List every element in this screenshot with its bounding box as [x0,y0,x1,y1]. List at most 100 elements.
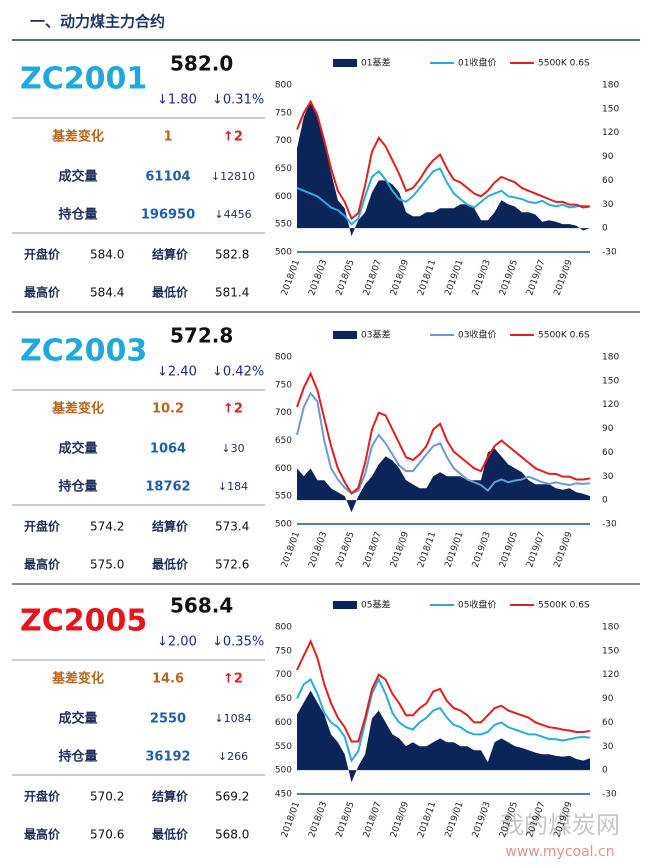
basis-area [297,448,590,513]
y-tick-label: 650 [275,164,292,174]
row-label: 成交量 [58,711,97,727]
price: 582.0 [170,52,233,76]
y2-tick-label: 60 [602,448,614,458]
x-tick-label: 2018/07 [362,800,384,839]
row-change: ↓4456 [214,208,251,221]
x-tick-label: 2019/07 [525,530,547,569]
legend-swatch [333,59,357,67]
x-tick-label: 2019/09 [553,530,575,569]
x-tick-label: 2019/05 [498,258,520,297]
row-change: ↓1084 [214,712,251,725]
y-tick-label: 600 [275,718,292,728]
row-value: 14.6 [152,672,184,687]
y2-tick-label: 30 [602,472,614,482]
change-pct: ↓0.42% [212,365,264,380]
row-value: 2550 [150,712,186,727]
price-label: 最低价 [152,827,189,842]
legend-label: 5500K 0.6S [538,59,590,69]
price-value: 582.8 [215,248,249,262]
y2-tick-label: 180 [602,353,619,363]
row-value: 196950 [141,208,195,223]
y2-tick-label: 120 [602,128,619,138]
price: 572.8 [170,324,233,348]
x-tick-label: 2018/07 [362,530,384,569]
y-tick-label: 450 [275,790,292,800]
row-change: ↑2 [223,402,243,417]
price-label: 结算价 [152,247,189,262]
row-change: ↑2 [223,130,243,145]
x-tick-label: 2018/03 [307,530,329,569]
price-value: 575.0 [90,558,124,572]
y2-tick-label: 0 [602,496,608,506]
y-tick-label: 600 [275,464,292,474]
row-change: ↓30 [221,442,244,455]
y-tick-label: 700 [275,136,292,146]
legend-label: 01收盘价 [458,57,496,69]
price-value: 581.4 [215,286,249,300]
y2-tick-label: 90 [602,424,614,434]
row-value: 36192 [145,750,190,765]
y2-tick-label: 150 [602,376,619,386]
price-value: 574.2 [90,520,124,534]
y-tick-label: 550 [275,492,292,502]
price-value: 570.2 [90,790,124,804]
row-label: 持仓量 [58,479,97,495]
price-value: 584.0 [90,248,124,262]
x-tick-label: 2019/05 [498,530,520,569]
price-label: 开盘价 [24,247,61,262]
y-tick-label: 600 [275,192,292,202]
row-value: 1064 [150,442,186,457]
y-tick-label: 550 [275,742,292,752]
y2-tick-label: 90 [602,152,614,162]
change: ↓2.40 [157,365,197,380]
row-change: ↑2 [223,672,243,687]
y-tick-label: 650 [275,436,292,446]
legend-swatch [333,331,357,339]
row-label: 基差变化 [51,401,104,417]
legend-label: 03基差 [361,329,390,341]
x-tick-label: 2019/03 [471,258,493,297]
y-tick-label: 800 [275,353,292,363]
watermark-name: 我的煤炭网 [500,811,620,839]
x-tick-label: 2018/09 [389,530,411,569]
y-tick-label: 700 [275,408,292,418]
change-pct: ↓0.31% [212,93,264,108]
price-label: 最高价 [24,827,61,842]
contract-name: ZC2001 [20,62,147,97]
y-tick-label: 550 [275,220,292,230]
x-tick-label: 2019/01 [444,530,466,569]
price-value: 584.4 [90,286,124,300]
x-tick-label: 2018/09 [389,800,411,839]
contract-name: ZC2003 [20,334,147,369]
legend-label: 05基差 [361,599,390,611]
y2-tick-label: -30 [602,790,617,800]
series-line [296,391,591,495]
row-change: ↓266 [218,750,248,763]
y-tick-label: 750 [275,380,292,390]
y-tick-label: 800 [275,623,292,633]
x-tick-label: 2019/01 [444,258,466,297]
price-label: 最高价 [24,285,61,300]
y2-tick-label: 60 [602,176,614,186]
page-title: 一、动力煤主力合约 [30,13,165,31]
basis-area [297,690,590,783]
x-tick-label: 2018/11 [416,800,438,839]
basis-area [297,100,590,237]
row-value: 61104 [145,170,190,185]
x-tick-label: 2019/07 [525,258,547,297]
y-tick-label: 750 [275,108,292,118]
row-label: 持仓量 [58,749,97,765]
x-tick-label: 2018/01 [280,800,302,839]
change: ↓1.80 [157,93,197,108]
price-label: 最低价 [152,285,189,300]
x-tick-label: 2018/03 [307,258,329,297]
series-line [296,677,591,763]
legend-swatch [333,601,357,609]
x-tick-label: 2018/05 [334,800,356,839]
row-value: 18762 [145,480,190,495]
row-label: 持仓量 [58,207,97,223]
y2-tick-label: 30 [602,200,614,210]
y-tick-label: 750 [275,646,292,656]
x-tick-label: 2018/01 [280,530,302,569]
